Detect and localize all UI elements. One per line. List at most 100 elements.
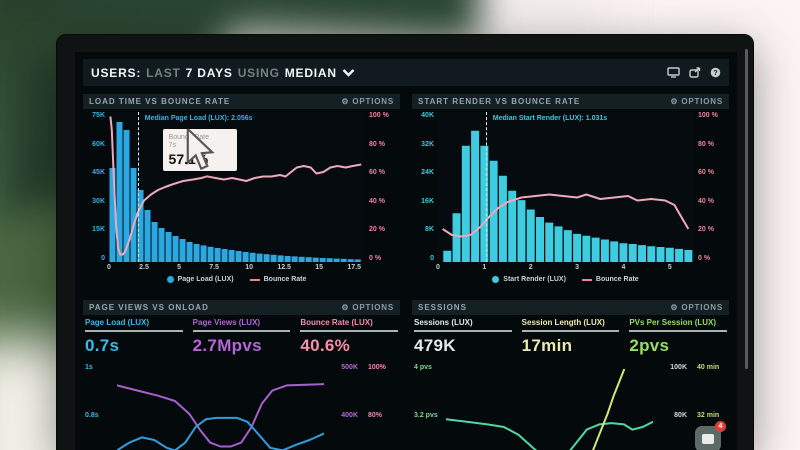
histogram-bar [284, 256, 291, 262]
panel-header: LOAD TIME VS BOUNCE RATE ⚙ OPTIONS [83, 94, 400, 109]
bezel-reflection [745, 49, 748, 369]
chart-legend: Page Load (LUX) Bounce Rate [109, 273, 364, 286]
histogram-bar [235, 251, 242, 262]
options-button[interactable]: ⚙ OPTIONS [341, 303, 394, 312]
options-label: OPTIONS [352, 303, 394, 312]
y-tick: 3.2 pvs [414, 411, 438, 419]
y-tick: 0.8s [85, 411, 99, 419]
y-tick: 4 pvs [414, 364, 432, 371]
users-range-dropdown[interactable]: USERS: LAST 7 DAYS USING MEDIAN [91, 66, 355, 80]
panel-title: PAGE VIEWS VS ONLOAD [89, 303, 209, 312]
panel-title: SESSIONS [418, 303, 467, 312]
legend-label: Bounce Rate [595, 276, 639, 283]
metric: Sessions (LUX) 479K [414, 318, 512, 356]
metrics-row: Sessions (LUX) 479K Session Length (LUX) 17… [414, 318, 727, 356]
histogram-bar [563, 230, 572, 262]
histogram-bar [270, 254, 277, 262]
histogram-bar [628, 244, 637, 262]
y-axis-left: 40K 32K 24K 16K 8K 0 [412, 112, 438, 262]
options-button[interactable]: ⚙ OPTIONS [341, 97, 394, 106]
histogram-bar [319, 257, 326, 262]
histogram-bar [508, 190, 517, 262]
chevron-down-icon [342, 68, 355, 77]
tooltip: Bounce Rate 7s 57.1% [162, 128, 237, 172]
median-label: Median Start Render (LUX): 1.031s [492, 115, 608, 122]
y-tick: 60 % [698, 169, 714, 177]
histogram-bar [684, 250, 693, 262]
x-tick: 17.5 [347, 264, 361, 271]
metric-value: 0.7s [85, 336, 120, 355]
share-icon[interactable] [689, 67, 701, 78]
svg-text:?: ? [713, 70, 717, 77]
metric-value: 17min [521, 336, 573, 355]
histogram-bar [214, 248, 221, 262]
metric-label: PVs Per Session (LUX) [629, 318, 727, 332]
x-tick: 12.5 [277, 264, 291, 271]
panel-title: START RENDER VS BOUNCE RATE [418, 97, 581, 106]
histogram-bar [517, 200, 526, 262]
options-button[interactable]: ⚙ OPTIONS [670, 97, 723, 106]
help-icon[interactable]: ? [710, 67, 721, 78]
legend-item[interactable]: Bounce Rate [249, 276, 306, 283]
histogram-bar [461, 145, 470, 262]
y-tick: 100 % [369, 112, 389, 119]
bounce-rate-line [110, 117, 361, 255]
y-tick: 1s [85, 364, 93, 371]
x-tick: 4 [621, 264, 626, 271]
sparkline-page-load [117, 418, 324, 450]
histogram-bar [221, 248, 228, 262]
histogram-bar [186, 242, 193, 262]
metric-value: 2.7Mpvs [192, 336, 262, 355]
display-icon[interactable] [667, 67, 680, 78]
y-tick: 45K [92, 169, 105, 177]
header-segment: LAST [146, 65, 181, 80]
plot-area: Median Start Render (LUX): 1.031s [438, 112, 693, 262]
histogram-bar [582, 235, 591, 262]
histogram-bar [600, 239, 609, 262]
metric-label: Page Views (LUX) [192, 318, 291, 332]
histogram-bar [326, 258, 333, 262]
histogram-bar [536, 217, 545, 262]
metric-label: Page Load (LUX) [85, 318, 183, 332]
legend-item[interactable]: Page Load (LUX) [166, 276, 234, 283]
metric-value: 479K [414, 336, 456, 355]
dashboard-screen: USERS: LAST 7 DAYS USING MEDIAN [75, 52, 737, 450]
y-tick: 15K [92, 226, 105, 234]
histogram-bar [200, 245, 207, 262]
median-line: Median Page Load (LUX): 2.056s [137, 112, 253, 262]
y-tick: 80 % [369, 140, 385, 148]
header-segment: USERS: [91, 65, 142, 80]
y-tick-pair: 400K 80% [341, 411, 383, 419]
panel-header: START RENDER VS BOUNCE RATE ⚙ OPTIONS [412, 94, 729, 109]
y-tick: 0 % [698, 254, 711, 262]
histogram-bar [165, 232, 172, 262]
x-tick: 7.5 [209, 264, 219, 271]
histogram-bar [665, 247, 674, 262]
start-render-chart: 40K 32K 24K 16K 8K 0 Median Start Render (LUX… [412, 112, 729, 290]
histogram-bar [638, 245, 647, 262]
y-tick: 32K [421, 140, 434, 148]
metric-label: Session Length (LUX) [521, 318, 620, 332]
legend-item[interactable]: Bounce Rate [581, 276, 639, 283]
x-tick: 5 [177, 264, 181, 271]
header-segment: MEDIAN [284, 65, 337, 80]
histogram-bar [109, 167, 116, 262]
y-axis-right: 100 % 80 % 60 % 40 % 20 % 0 % [693, 112, 729, 262]
y-tick: 0 [101, 254, 105, 262]
histogram-bar [249, 252, 256, 262]
sparkline-session-length [560, 370, 624, 450]
y-tick: 24K [421, 169, 434, 177]
y-tick: 16K [421, 197, 434, 205]
metric-value: 40.6% [300, 336, 351, 355]
histogram-bar [179, 239, 186, 262]
y-tick-pair: 100K 40 min [670, 364, 720, 371]
histogram-bar [610, 241, 619, 262]
options-button[interactable]: ⚙ OPTIONS [670, 303, 723, 312]
legend-item[interactable]: Start Render (LUX) [492, 276, 566, 283]
y-tick: 100 % [698, 112, 718, 119]
metric-label: Bounce Rate (LUX) [300, 318, 398, 332]
chat-widget-button[interactable]: 4 [695, 421, 726, 450]
header-segment: 7 DAYS [185, 65, 233, 80]
